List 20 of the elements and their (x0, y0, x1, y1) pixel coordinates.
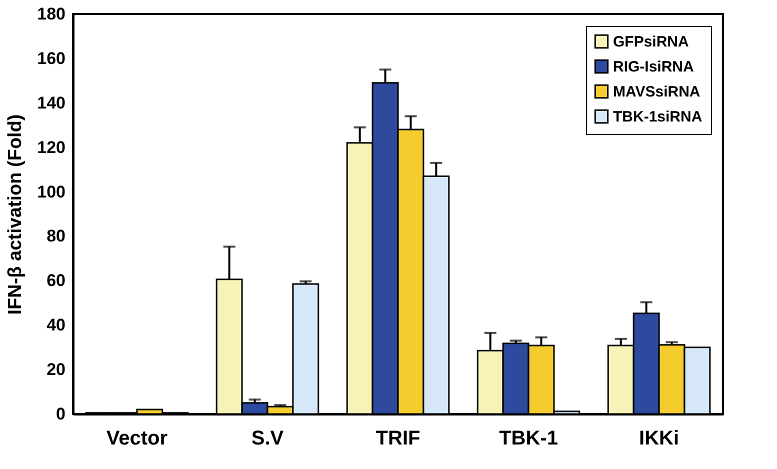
y-tick-label: 140 (37, 93, 66, 112)
y-tick-label: 20 (46, 360, 66, 380)
legend-label: TBK-1siRNA (613, 108, 702, 126)
legend-label: GFPsiRNA (613, 34, 690, 50)
legend-label: RIG-IsiRNA (613, 58, 694, 76)
x-tick-label: TRIF (376, 428, 420, 450)
x-tick-label: TBK-1 (499, 428, 558, 450)
y-tick-label: 80 (46, 226, 66, 246)
y-tick-label: 0 (56, 404, 66, 424)
y-tick-label: 60 (46, 271, 66, 290)
x-tick-label: S.V (251, 428, 284, 450)
x-tick-label: Vector (106, 428, 168, 450)
x-tick-label: IKKi (639, 428, 680, 450)
y-tick-label: 160 (37, 48, 66, 68)
y-axis-title: IFN-β activation (Fold) (5, 114, 26, 315)
y-tick-label: 100 (37, 182, 66, 202)
y-tick-label: 120 (37, 138, 66, 157)
y-tick-label: 40 (46, 316, 66, 335)
legend-label: MAVSsiRNA (613, 84, 700, 100)
y-tick-label: 180 (37, 4, 66, 24)
